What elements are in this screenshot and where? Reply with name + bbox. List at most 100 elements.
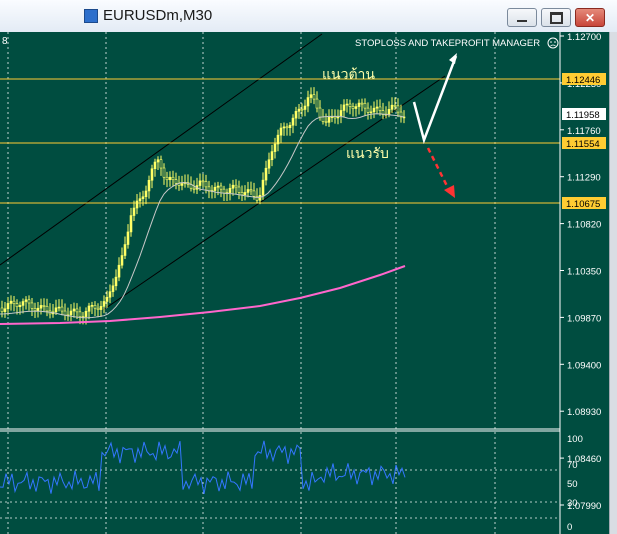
candle-body <box>159 159 163 169</box>
candle-body <box>393 104 397 107</box>
candle-body <box>144 190 148 198</box>
support-price-marker: 1.11554 <box>562 137 606 150</box>
lower-level-price-marker: 1.10675 <box>562 197 606 210</box>
candle-body <box>126 231 130 245</box>
corner-label: 8 <box>2 36 8 47</box>
candle-body <box>249 189 253 192</box>
svg-text:1.11554: 1.11554 <box>566 139 600 150</box>
candle-body <box>222 188 226 194</box>
candle-body <box>150 168 154 181</box>
candle-body <box>273 143 277 152</box>
title-bar[interactable]: EURUSDm,M30 ✕ <box>0 0 617 33</box>
candle-body <box>114 276 118 287</box>
candle-body <box>198 180 202 186</box>
candle-body <box>192 187 196 190</box>
candle-body <box>282 126 286 129</box>
price-tick-label: 1.12700 <box>567 32 601 43</box>
candle-body <box>357 102 361 107</box>
candle-body <box>219 185 223 190</box>
candle-body <box>72 308 76 312</box>
oscillator-tick-label: 100 <box>567 434 583 445</box>
candle-body <box>117 264 121 278</box>
candle-body <box>327 116 331 123</box>
channel-upper-line <box>0 33 323 266</box>
price-tick-label: 1.09400 <box>567 360 601 371</box>
candle-body <box>102 301 106 307</box>
candle-body <box>369 111 373 114</box>
short-moving-average <box>0 113 405 319</box>
candle-body <box>252 190 256 197</box>
price-tick-label: 1.10350 <box>567 267 601 278</box>
candle-body <box>234 184 238 188</box>
oscillator-tick-label: 30 <box>567 498 578 509</box>
candle-body <box>120 255 124 266</box>
candle-body <box>93 305 97 309</box>
candle-body <box>168 176 172 181</box>
candle-body <box>18 305 22 308</box>
chart-canvas[interactable]: 8 แนวต้าน แนวรับ STOPLOSS AND TAKEPROFIT… <box>0 32 609 534</box>
candle-body <box>255 196 259 201</box>
candle-body <box>132 207 136 216</box>
candle-body <box>246 189 250 193</box>
oscillator-line <box>0 440 406 494</box>
candle-body <box>270 151 274 161</box>
candle-body <box>33 308 37 311</box>
candle-body <box>15 303 19 308</box>
candle-body <box>348 103 352 107</box>
candle-body <box>237 186 241 193</box>
candle-body <box>387 109 391 115</box>
candle-body <box>135 200 139 209</box>
candle-body <box>24 299 28 302</box>
candle-body <box>156 159 160 163</box>
candle-body <box>69 310 73 316</box>
price-tick-label: 1.08930 <box>567 407 601 418</box>
vertical-scrollbar[interactable] <box>609 32 617 534</box>
candle-body <box>147 179 151 192</box>
candle-body <box>27 299 31 304</box>
candle-body <box>303 105 307 110</box>
resistance-price-marker: 1.12446 <box>562 73 606 86</box>
candle-body <box>96 307 100 310</box>
candle-body <box>291 117 295 126</box>
svg-text:1.10675: 1.10675 <box>566 199 600 210</box>
candle-body <box>321 116 325 122</box>
projection-arrow-head <box>444 185 455 198</box>
candle-body <box>264 167 268 181</box>
candle-body <box>306 97 310 107</box>
price-tick-label: 1.09870 <box>567 313 601 324</box>
candle-body <box>300 108 304 111</box>
price-chart[interactable]: 8 แนวต้าน แนวรับ STOPLOSS AND TAKEPROFIT… <box>0 32 609 534</box>
candle-body <box>297 108 301 112</box>
minimize-button[interactable] <box>507 8 537 27</box>
candle-body <box>351 106 355 109</box>
candle-body <box>39 305 43 309</box>
close-button[interactable]: ✕ <box>575 8 605 27</box>
candle-body <box>141 196 145 199</box>
sl-tp-manager-label[interactable]: STOPLOSS AND TAKEPROFIT MANAGER <box>355 38 540 49</box>
candle-body <box>162 167 166 178</box>
svg-text:1.12446: 1.12446 <box>566 75 600 86</box>
maximize-icon <box>549 11 563 24</box>
candle-body <box>390 104 394 110</box>
candle-body <box>30 302 34 309</box>
candle-body <box>3 308 7 312</box>
oscillator-axis: 100 70 50 30 0 <box>567 434 583 533</box>
candle-body <box>279 127 283 136</box>
candle-body <box>399 111 403 118</box>
svg-text:1.11958: 1.11958 <box>566 110 600 121</box>
candle-body <box>231 184 235 189</box>
candle-body <box>57 306 61 309</box>
candle-body <box>309 94 313 98</box>
maximize-button[interactable] <box>541 8 571 27</box>
candle-body <box>123 244 127 256</box>
candle-body <box>84 310 88 317</box>
candle-body <box>180 183 184 186</box>
arrow-head-up <box>449 53 457 64</box>
oscillator-tick-label: 50 <box>567 479 578 490</box>
candle-body <box>315 98 319 109</box>
price-tick-label: 1.10820 <box>567 220 601 231</box>
candle-body <box>129 215 133 233</box>
channel-lower-line <box>102 75 446 311</box>
projection-arrow <box>426 147 452 193</box>
candle-body <box>339 110 343 117</box>
